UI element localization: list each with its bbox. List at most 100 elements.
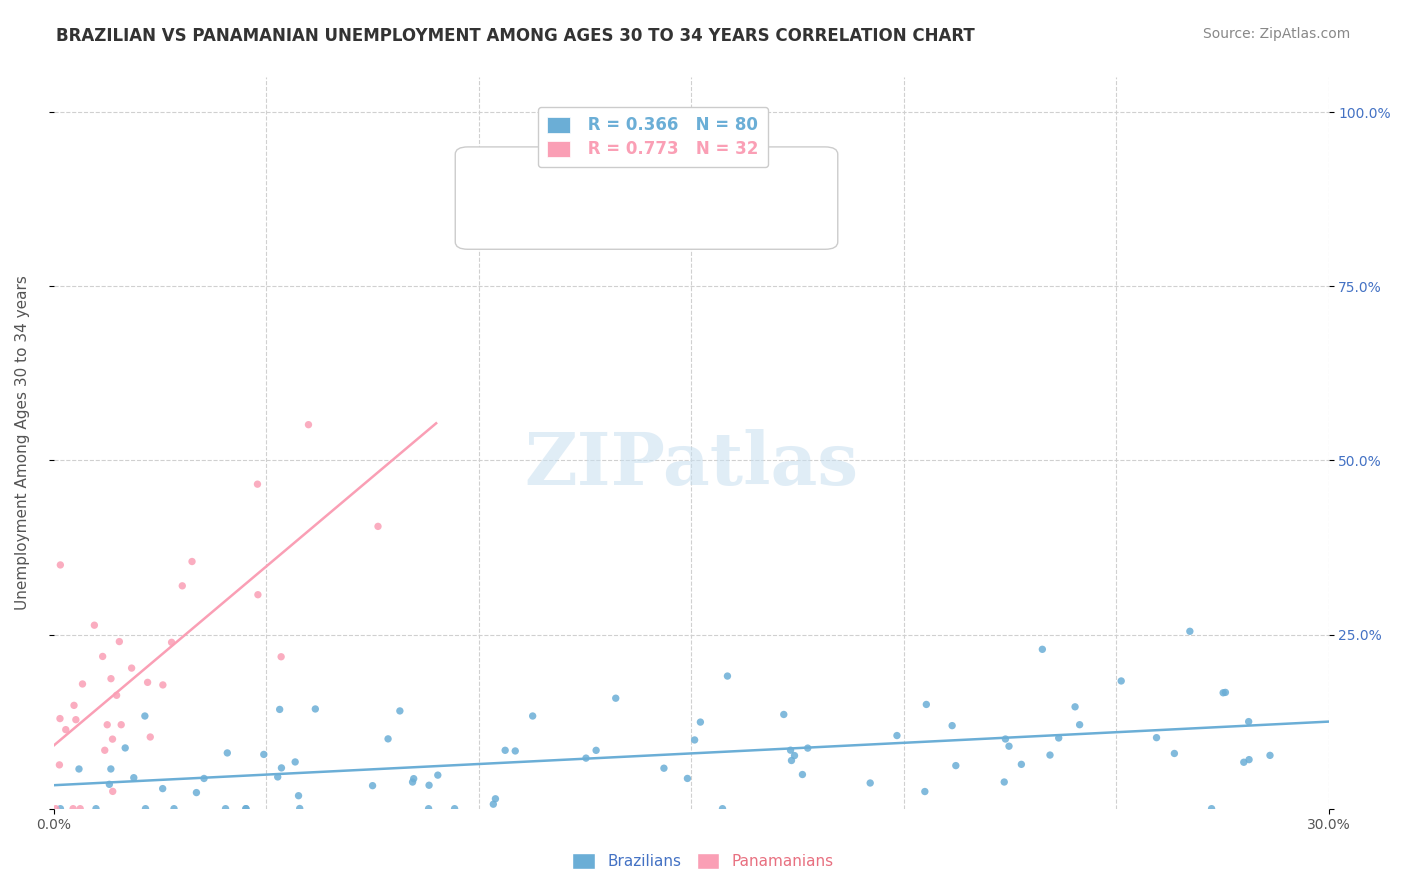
Text: BRAZILIAN VS PANAMANIAN UNEMPLOYMENT AMONG AGES 30 TO 34 YEARS CORRELATION CHART: BRAZILIAN VS PANAMANIAN UNEMPLOYMENT AMO… (56, 27, 974, 45)
Point (134, 802, 156, 816)
Point (108, 634, 131, 648)
Point (235, 802, 257, 816)
Point (101, 732, 124, 747)
Point (886, 729, 908, 743)
Point (689, 715, 711, 730)
Point (859, 776, 882, 790)
Point (49, 802, 72, 816)
Point (49, 712, 72, 726)
Point (72, 677, 94, 691)
Point (443, 802, 465, 816)
Point (297, 417, 319, 432)
Point (796, 741, 818, 756)
Point (1146, 731, 1168, 745)
Point (915, 698, 938, 712)
Point (711, 802, 734, 816)
Point (783, 748, 806, 763)
Point (998, 739, 1021, 754)
Point (779, 743, 801, 757)
Point (121, 661, 143, 675)
Point (1163, 747, 1185, 761)
Point (284, 755, 307, 769)
Point (91, 649, 114, 664)
Point (426, 768, 449, 782)
Point (941, 718, 963, 732)
Point (482, 797, 505, 812)
Point (48, 757, 70, 772)
Point (62, 802, 84, 816)
Point (716, 669, 738, 683)
Point (214, 802, 236, 816)
Point (1047, 731, 1070, 745)
Point (110, 717, 132, 731)
Point (122, 771, 145, 785)
Point (1237, 753, 1260, 767)
Point (401, 775, 423, 789)
Point (304, 702, 326, 716)
Point (575, 751, 598, 765)
Point (100, 672, 122, 686)
Point (193, 772, 215, 786)
Point (367, 519, 389, 533)
FancyBboxPatch shape (456, 147, 838, 249)
Point (1178, 624, 1201, 639)
Text: ZIPatlas: ZIPatlas (524, 429, 858, 500)
Point (1069, 717, 1091, 731)
Point (63, 698, 86, 713)
Point (1039, 747, 1062, 762)
Point (1010, 757, 1032, 772)
Point (1064, 699, 1087, 714)
Point (101, 784, 124, 798)
Point (270, 761, 292, 775)
Point (1233, 756, 1256, 770)
Point (388, 704, 411, 718)
Point (780, 754, 803, 768)
Point (84, 802, 107, 816)
Y-axis label: Unemployment Among Ages 30 to 34 years: Unemployment Among Ages 30 to 34 years (15, 276, 30, 610)
Point (69, 802, 91, 816)
Point (105, 688, 128, 702)
Point (172, 579, 194, 593)
Point (522, 709, 544, 723)
Point (605, 691, 627, 706)
Point (94, 743, 117, 757)
Point (114, 740, 136, 755)
Point (49, 558, 72, 572)
Legend:  R = 0.366   N = 80,  R = 0.773   N = 32: R = 0.366 N = 80, R = 0.773 N = 32 (538, 107, 768, 168)
Point (1201, 802, 1223, 816)
Point (676, 772, 699, 786)
Point (683, 733, 706, 747)
Point (65, 713, 87, 727)
Point (186, 786, 208, 800)
Point (287, 789, 309, 803)
Point (267, 770, 290, 784)
Point (270, 649, 292, 664)
Point (217, 746, 239, 760)
Point (377, 731, 399, 746)
Point (83, 618, 105, 632)
Point (235, 802, 257, 816)
Point (772, 707, 794, 722)
Text: Source: ZipAtlas.com: Source: ZipAtlas.com (1202, 27, 1350, 41)
Point (246, 588, 269, 602)
Point (134, 709, 156, 723)
Point (98, 777, 121, 791)
Point (418, 802, 440, 816)
Point (253, 747, 276, 762)
Point (139, 730, 162, 744)
Point (100, 762, 122, 776)
Point (45, 802, 67, 816)
Point (418, 778, 440, 792)
Point (1212, 686, 1234, 700)
Point (55, 723, 77, 737)
Point (1215, 685, 1237, 699)
Point (163, 802, 186, 816)
Point (67, 762, 90, 776)
Point (994, 732, 1017, 747)
Point (1237, 714, 1260, 729)
Point (96, 717, 118, 731)
Legend: Brazilians, Panamanians: Brazilians, Panamanians (567, 847, 839, 875)
Point (585, 743, 607, 757)
Point (945, 758, 967, 772)
Point (152, 781, 174, 796)
